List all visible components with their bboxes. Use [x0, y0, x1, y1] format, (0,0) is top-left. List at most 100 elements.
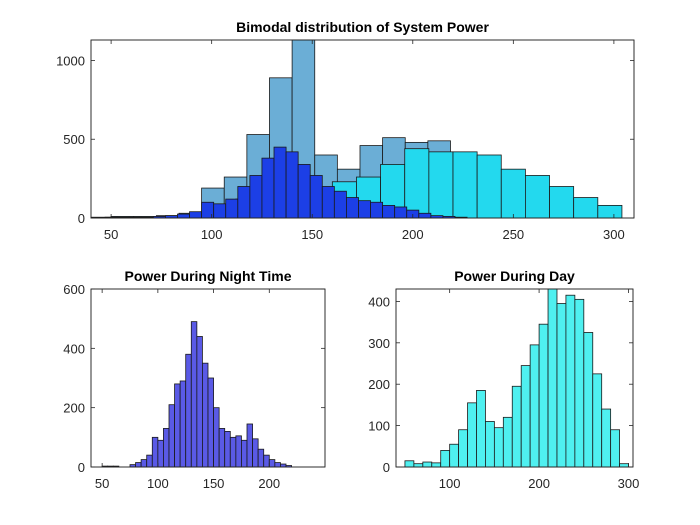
- night-power-axes: 50 100 150 200 0 200 400 600 Power During Night …: [63, 268, 326, 491]
- night-power-bar-s0-29: [274, 462, 281, 468]
- system-power-xtick-label: 100: [201, 227, 223, 242]
- system-power-bar-s2-26: [418, 212, 432, 219]
- day-power-bar-s0-19: [574, 298, 585, 468]
- system-power-axes: 50 100 150 200 250 300 0 500 1000 Bimodal distrib…: [56, 19, 635, 242]
- night-power-bar-s0-4: [135, 462, 142, 468]
- system-power-bar-s2-7: [189, 211, 203, 219]
- night-power-bar-s0-9: [163, 428, 170, 468]
- night-power-bar-s0-16: [202, 362, 209, 468]
- system-power-xtick-label: 150: [301, 227, 323, 242]
- night-power-bar-s0-22: [235, 435, 242, 468]
- night-power-bar-s0-10: [168, 404, 175, 468]
- day-power-bar-s0-9: [485, 421, 495, 468]
- system-power-bar-s2-18: [321, 186, 335, 219]
- system-power-bar-s1-16: [476, 154, 502, 219]
- day-power-bar-s0-20: [583, 332, 594, 468]
- system-power-bar-s2-6: [177, 213, 190, 219]
- system-power-bar-s1-17: [500, 168, 526, 219]
- system-power-frame: [90, 39, 635, 219]
- night-power-bar-s0-28: [268, 459, 276, 468]
- system-power-bar-s1-14: [428, 151, 454, 219]
- day-power-bar-s0-13: [520, 365, 531, 468]
- day-power-bar-s0-4: [440, 450, 451, 468]
- night-power-bar-s0-26: [257, 448, 265, 468]
- night-power-bar-s0-5: [140, 459, 148, 468]
- system-power-ytick-label: 0: [78, 211, 85, 226]
- day-power-bar-s0-6: [458, 429, 468, 468]
- night-power-bar-s0-23: [241, 439, 248, 468]
- day-power-ytick-label: 300: [368, 336, 390, 351]
- night-power-title: Power During Night Time: [125, 268, 292, 284]
- day-power-ytick-label: 100: [368, 419, 390, 434]
- day-power-bar-s0-5: [449, 443, 460, 468]
- night-power-xtick-label: 100: [147, 476, 169, 491]
- day-power-bar-s0-1: [413, 463, 424, 468]
- system-power-bar-s2-13: [261, 157, 275, 219]
- night-power-bar-s0-24: [246, 423, 253, 468]
- night-power-frame: [90, 288, 326, 468]
- day-power-xtick-label: 200: [528, 476, 550, 491]
- day-power-bar-s0-14: [529, 344, 540, 468]
- night-power-bar-s0-11: [174, 383, 181, 468]
- system-power-bar-s2-22: [370, 201, 384, 219]
- day-power-bar-s0-23: [610, 429, 620, 468]
- day-power-bar-s0-3: [431, 462, 442, 468]
- night-power-bar-s0-20: [224, 430, 231, 468]
- system-power-xtick-label: 300: [603, 227, 625, 242]
- night-power-bar-s0-21: [229, 436, 237, 468]
- day-power-bar-s0-16: [547, 288, 558, 468]
- system-power-bar-s2-21: [358, 200, 371, 219]
- night-power-bar-s0-18: [213, 407, 220, 468]
- night-power-bar-s0-6: [146, 454, 153, 468]
- day-power-bar-s0-24: [619, 463, 629, 468]
- night-power-bar-s0-8: [157, 439, 164, 468]
- night-power-bar-s0-7: [151, 436, 159, 468]
- day-power-bar-s0-18: [565, 294, 576, 468]
- night-power-xtick-label: 200: [258, 476, 280, 491]
- night-power-bar-s0-19: [218, 428, 226, 468]
- night-power-bar-s0-17: [207, 377, 214, 468]
- system-power-bar-s2-20: [346, 197, 359, 219]
- system-power-bar-s1-13: [404, 148, 430, 219]
- night-power-bar-s0-14: [190, 321, 198, 468]
- system-power-bar-s1-18: [525, 175, 550, 219]
- day-power-bar-s0-0: [404, 460, 415, 468]
- day-power-title: Power During Day: [454, 268, 575, 284]
- system-power-bar-s2-19: [333, 190, 347, 219]
- system-power-bar-s1-19: [549, 186, 575, 219]
- day-power-bar-s0-22: [601, 408, 612, 468]
- night-power-bar-s0-13: [185, 353, 192, 468]
- night-power-xtick-label: 50: [95, 476, 109, 491]
- system-power-ytick-label: 500: [63, 132, 85, 147]
- system-power-title: Bimodal distribution of System Power: [236, 19, 489, 35]
- system-power-bar-s2-24: [394, 206, 408, 219]
- system-power-bar-s2-23: [382, 204, 396, 219]
- night-power-ytick-label: 600: [63, 282, 85, 297]
- day-power-ytick-label: 0: [383, 460, 390, 475]
- day-power-axes: 100 200 300 0 100 200 300 400 Power During Day: [368, 268, 639, 491]
- system-power-bar-s2-9: [213, 203, 227, 219]
- day-power-xtick-label: 100: [439, 476, 461, 491]
- system-power-bar-s1-20: [573, 197, 599, 219]
- system-power-bar-s2-16: [297, 164, 311, 219]
- day-power-bar-s0-12: [511, 385, 522, 468]
- system-power-bar-s2-11: [237, 186, 251, 219]
- night-power-bar-s0-15: [196, 336, 203, 468]
- system-power-bar-s1-21: [597, 204, 623, 219]
- day-power-bar-s0-2: [422, 461, 433, 468]
- day-power-ytick-label: 200: [368, 377, 390, 392]
- day-power-bar-s0-21: [592, 373, 603, 468]
- day-power-bar-s0-10: [493, 427, 504, 468]
- night-power-ytick-label: 400: [63, 341, 85, 356]
- day-power-bar-s0-11: [502, 416, 513, 468]
- day-power-bar-s0-8: [476, 390, 486, 468]
- system-power-xtick-label: 200: [402, 227, 424, 242]
- system-power-bar-s2-12: [249, 175, 263, 219]
- night-power-bar-s0-12: [179, 380, 187, 468]
- system-power-bar-s2-15: [285, 151, 299, 219]
- system-power-bar-s2-17: [309, 175, 323, 219]
- day-power-xtick-label: 300: [618, 476, 640, 491]
- system-power-bar-s1-15: [452, 151, 478, 219]
- night-power-bar-s0-27: [263, 454, 270, 468]
